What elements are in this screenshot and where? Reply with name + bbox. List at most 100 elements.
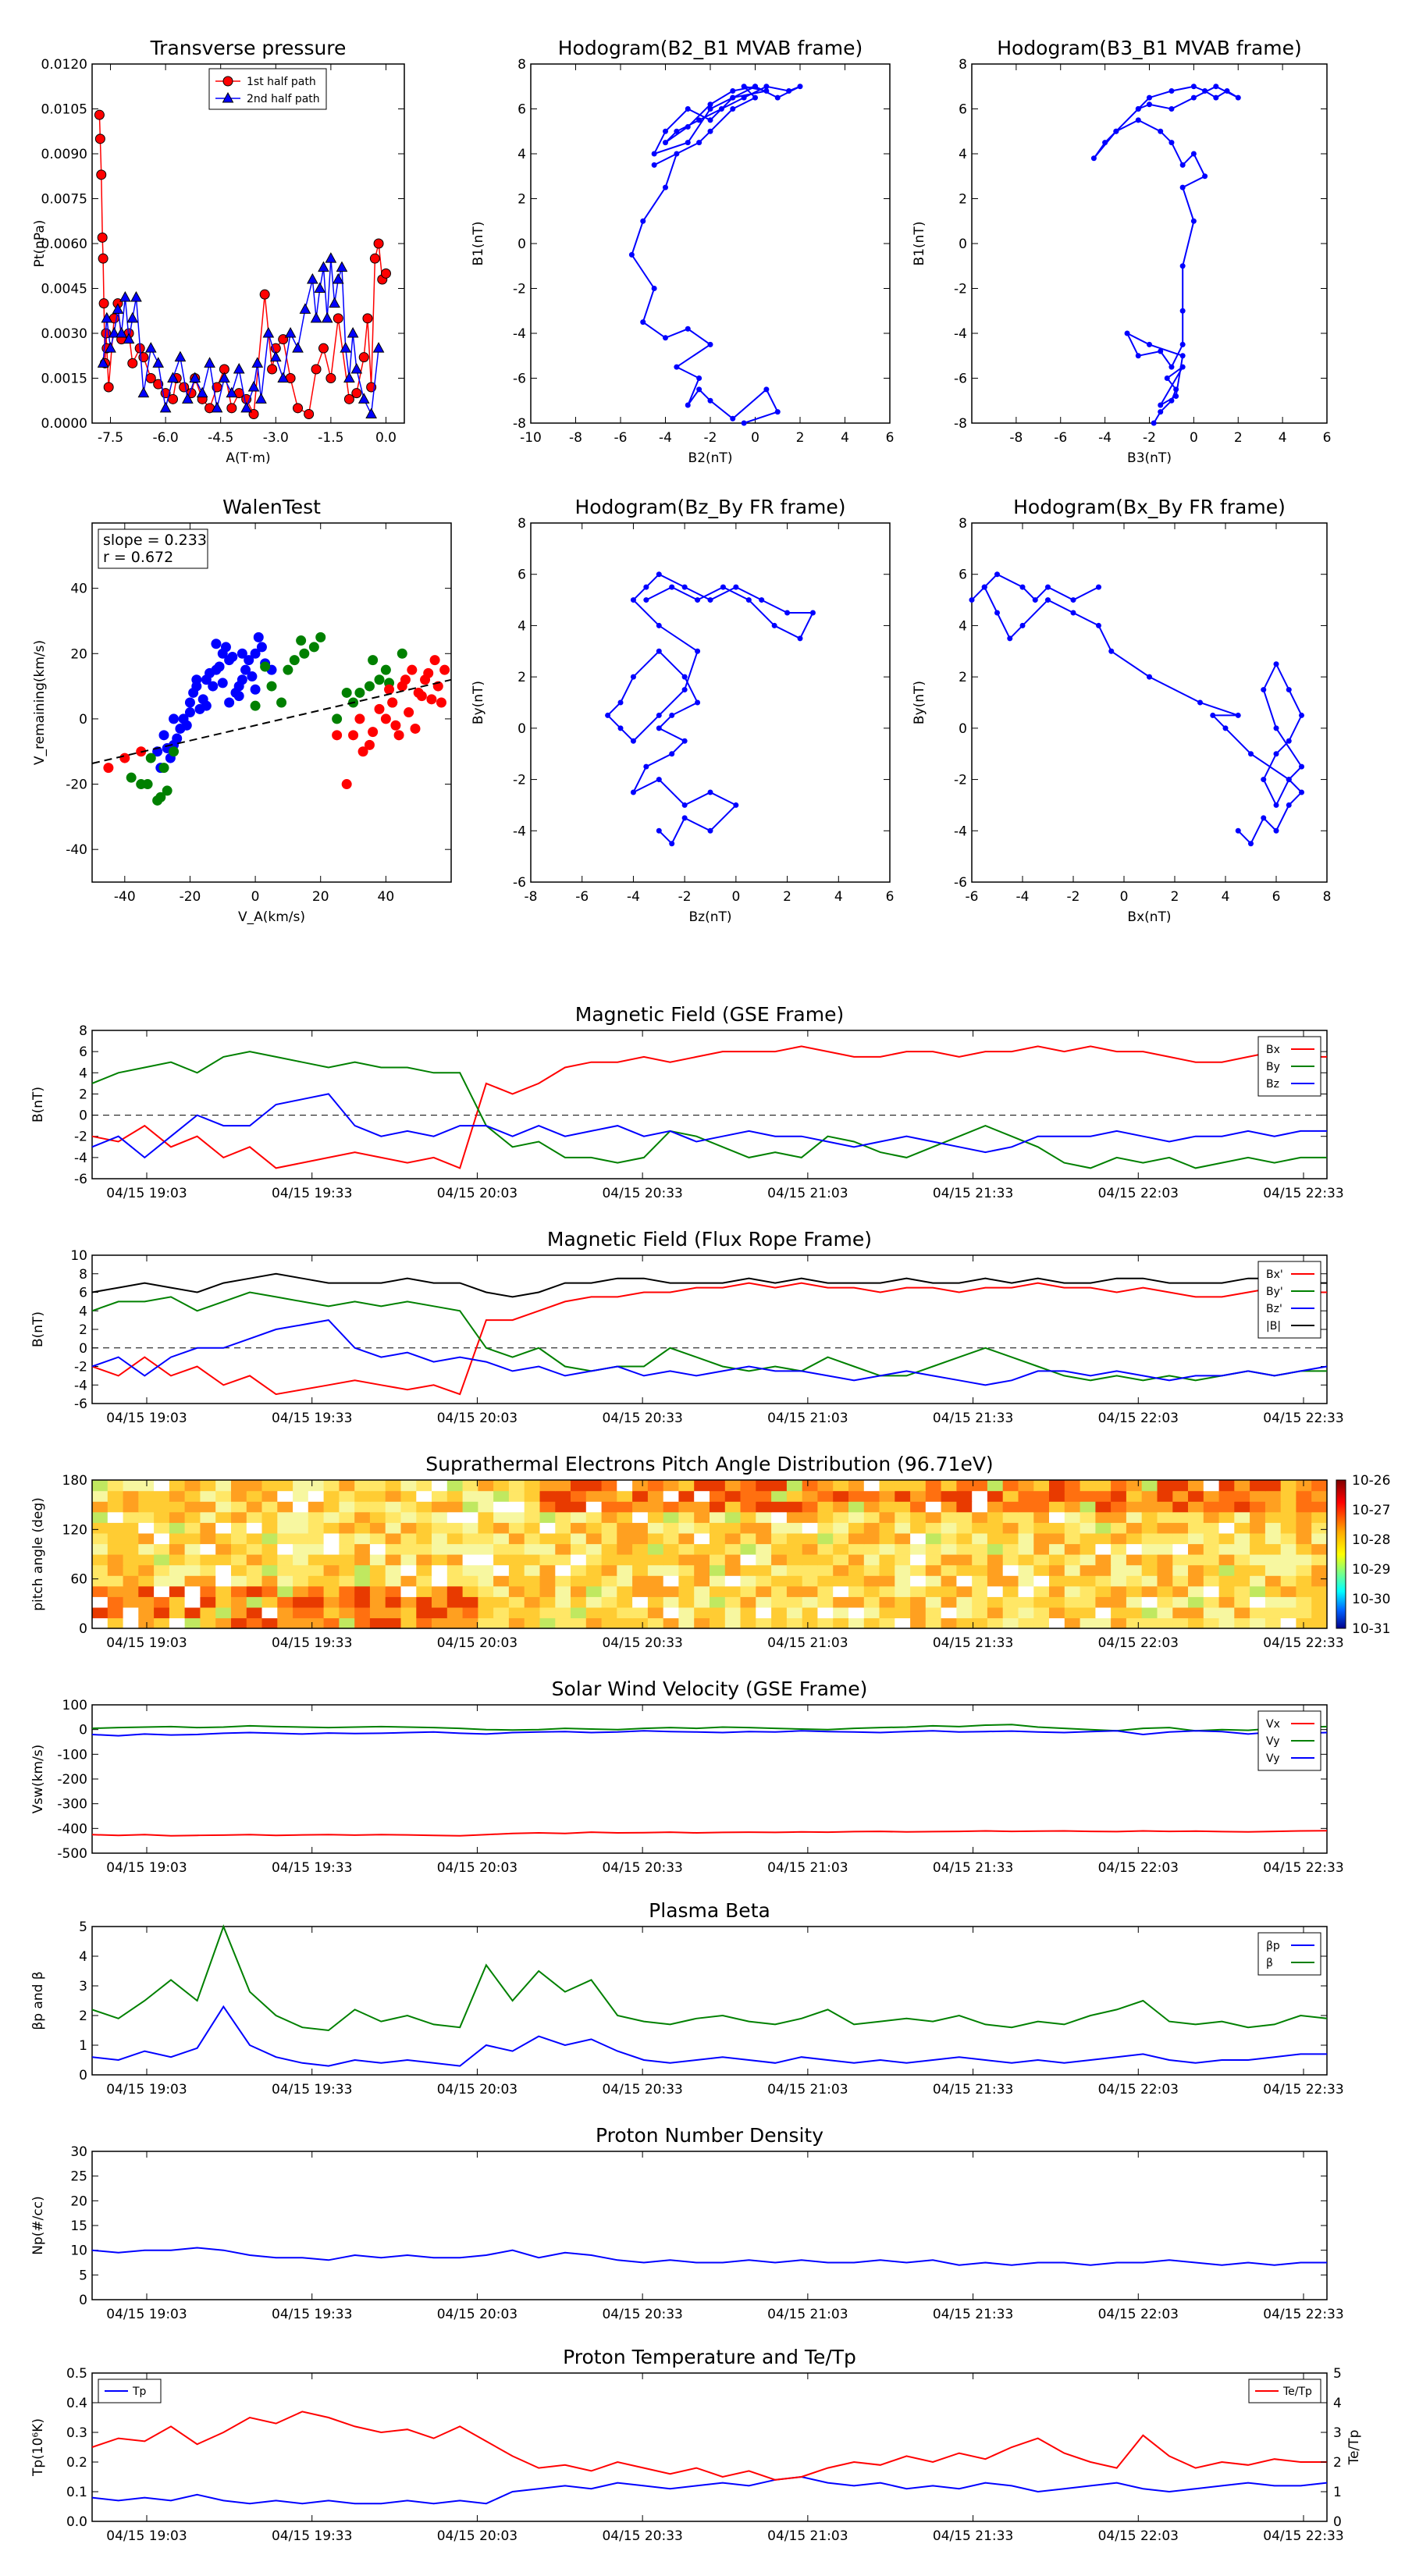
heatmap-cell	[910, 1585, 927, 1597]
heatmap-cell	[1234, 1606, 1250, 1619]
heatmap-cell	[555, 1522, 571, 1534]
x-tick-label: 8	[1323, 889, 1332, 905]
heatmap-cell	[1250, 1522, 1266, 1534]
y-tick-label: 0	[518, 721, 526, 737]
heatmap-cell	[261, 1585, 278, 1597]
data-point	[310, 311, 322, 323]
heatmap-cell	[771, 1554, 788, 1566]
heatmap-cell	[400, 1480, 417, 1492]
heatmap-cell	[1234, 1543, 1250, 1555]
heatmap-cell	[1264, 1480, 1282, 1492]
heatmap-cell	[478, 1564, 494, 1576]
heatmap-cell	[323, 1522, 340, 1534]
heatmap-cell	[817, 1596, 834, 1608]
heatmap-cell	[1064, 1564, 1081, 1576]
heatmap-cell	[107, 1554, 124, 1566]
data-point	[357, 746, 368, 757]
heatmap-cell	[1002, 1554, 1019, 1566]
heatmap-cell	[678, 1585, 695, 1597]
heatmap-cell	[1002, 1596, 1019, 1608]
heatmap-cell	[1126, 1532, 1143, 1545]
heatmap-cell	[571, 1490, 587, 1502]
data-point	[269, 350, 282, 362]
data-point	[357, 393, 370, 404]
heatmap-cell	[231, 1543, 247, 1555]
heatmap-cell	[293, 1564, 309, 1576]
heatmap-cell	[462, 1501, 478, 1513]
heatmap-cell	[524, 1554, 541, 1566]
heatmap-cell	[585, 1564, 603, 1576]
heatmap-cell	[910, 1480, 927, 1492]
heatmap-cell	[478, 1532, 494, 1545]
heatmap-cell	[786, 1490, 803, 1502]
heatmap-cell	[1126, 1511, 1143, 1523]
proton-temperature-panel: Proton Temperature and Te/Tp0.00.10.20.3…	[30, 2346, 1362, 2544]
data-point	[656, 648, 662, 654]
colorbar-bar	[1336, 1479, 1346, 1629]
heatmap-cell	[941, 1532, 957, 1545]
heatmap-cell	[802, 1585, 819, 1597]
y-tick-label: 0.0030	[41, 326, 87, 342]
heatmap-cell	[1049, 1490, 1065, 1502]
heatmap-cell	[169, 1501, 186, 1513]
data-point	[1108, 648, 1115, 654]
data-point	[707, 101, 713, 108]
heatmap-cell	[1033, 1490, 1050, 1502]
heatmap-cell	[1002, 1564, 1019, 1576]
heatmap-cell	[1095, 1532, 1112, 1545]
data-point	[1173, 386, 1179, 393]
heatmap-cell	[1264, 1511, 1282, 1523]
heatmap-cell	[184, 1511, 201, 1523]
heatmap-cell	[385, 1606, 402, 1619]
heatmap-cell	[169, 1596, 186, 1608]
heatmap-cell	[107, 1575, 124, 1587]
heatmap-cell	[786, 1501, 803, 1513]
data-point	[205, 667, 215, 678]
y-tick-label: -100	[57, 1747, 87, 1763]
heatmap-cell	[956, 1532, 973, 1545]
data-point	[730, 88, 736, 94]
heatmap-cell	[1172, 1596, 1189, 1608]
heatmap-cell	[771, 1617, 788, 1629]
data-point	[348, 730, 359, 741]
data-point	[1158, 402, 1164, 408]
data-point	[1019, 584, 1026, 590]
heatmap-cell	[724, 1606, 742, 1619]
series-line	[91, 1282, 1327, 1396]
data-point	[1235, 712, 1241, 718]
heatmap-cell	[508, 1522, 525, 1534]
heatmap-cell	[756, 1606, 772, 1619]
data-point	[663, 335, 668, 341]
data-point	[267, 364, 278, 375]
heatmap-cell	[1172, 1480, 1189, 1492]
heatmap-cell	[647, 1490, 664, 1502]
x-axis-label: Bx(nT)	[1127, 909, 1171, 925]
heatmap-cell	[617, 1543, 633, 1555]
heatmap-cell	[446, 1511, 464, 1523]
data-point	[374, 703, 385, 714]
heatmap-cell	[231, 1575, 247, 1587]
heatmap-cell	[416, 1575, 432, 1587]
heatmap-cell	[848, 1532, 865, 1545]
heatmap-cell	[1250, 1480, 1266, 1492]
data-point	[123, 333, 135, 344]
heatmap-cell	[925, 1617, 942, 1629]
heatmap-cell	[1049, 1511, 1065, 1523]
heatmap-cell	[1280, 1501, 1297, 1513]
heatmap-cell	[215, 1543, 232, 1555]
heatmap-cell	[385, 1575, 402, 1587]
heatmap-cell	[879, 1543, 895, 1555]
data-point	[1168, 88, 1175, 94]
data-point	[250, 700, 261, 711]
heatmap-cell	[585, 1554, 603, 1566]
heatmap-cell	[925, 1501, 942, 1513]
heatmap-cell	[369, 1480, 386, 1492]
x-axis-label: B3(nT)	[1127, 450, 1172, 466]
heatmap-cell	[123, 1606, 139, 1619]
heatmap-cell	[1203, 1501, 1220, 1513]
heatmap-cell	[462, 1490, 478, 1502]
heatmap-cell	[200, 1606, 216, 1619]
heatmap-cell	[1111, 1575, 1127, 1587]
heatmap-cell	[354, 1606, 371, 1619]
